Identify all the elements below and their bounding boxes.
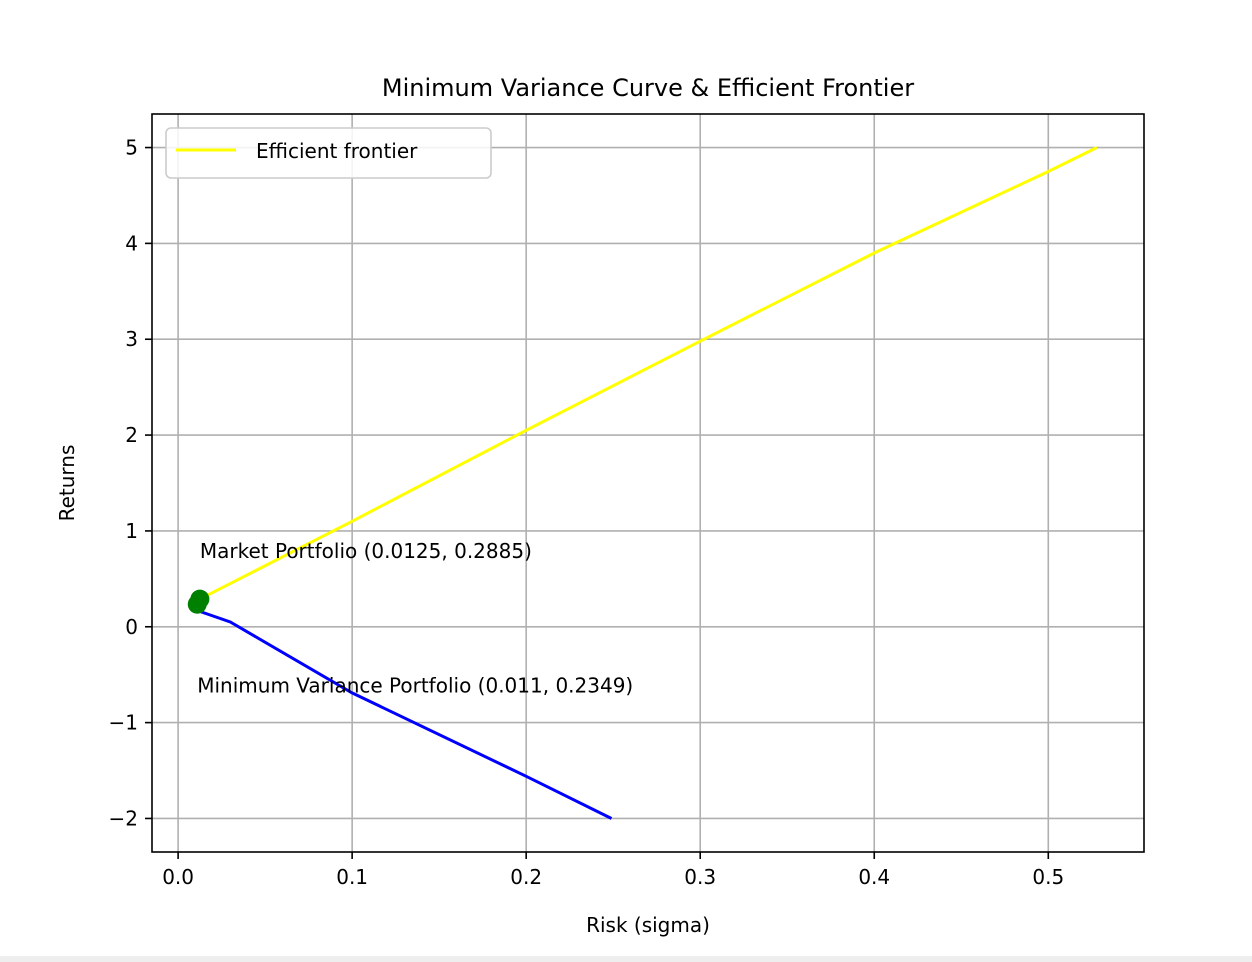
y-tick-label: 3: [125, 327, 138, 351]
y-tick-label: 5: [125, 136, 138, 160]
x-tick-label: 0.0: [162, 865, 194, 889]
series-line-1: [196, 609, 613, 820]
annotations-layer: Market Portfolio (0.0125, 0.2885) Minimum…: [197, 539, 633, 697]
series-line-0: [199, 146, 1098, 601]
y-tick-label: −1: [109, 711, 138, 735]
x-tick-label: 0.1: [336, 865, 368, 889]
y-axis-label: Returns: [55, 445, 79, 522]
bottom-strip: [0, 956, 1252, 962]
x-tick-label: 0.3: [684, 865, 716, 889]
y-ticks: −2 −1 0 1 2 3 4 5: [109, 136, 152, 830]
points-layer: [187, 589, 210, 614]
grid: [152, 114, 1144, 852]
series-layer: [196, 146, 1098, 820]
y-tick-label: 0: [125, 615, 138, 639]
x-tick-label: 0.4: [858, 865, 890, 889]
y-tick-label: 2: [125, 423, 138, 447]
y-tick-label: −2: [109, 806, 138, 830]
x-axis-label: Risk (sigma): [586, 913, 710, 937]
legend-box: [165, 127, 492, 179]
y-tick-label: 4: [125, 231, 138, 255]
annotation-0: Market Portfolio (0.0125, 0.2885): [200, 539, 532, 563]
legend: Efficient frontier: [165, 127, 492, 179]
x-ticks: 0.0 0.1 0.2 0.3 0.4 0.5: [162, 852, 1064, 889]
plot-frame: [151, 113, 1145, 853]
y-tick-label: 1: [125, 519, 138, 543]
x-tick-label: 0.2: [510, 865, 542, 889]
legend-label: Efficient frontier: [256, 139, 418, 163]
annotation-1: Minimum Variance Portfolio (0.011, 0.234…: [197, 673, 633, 697]
x-tick-label: 0.5: [1032, 865, 1064, 889]
chart-title: Minimum Variance Curve & Efficient Front…: [382, 74, 914, 102]
point-1: [187, 594, 207, 614]
